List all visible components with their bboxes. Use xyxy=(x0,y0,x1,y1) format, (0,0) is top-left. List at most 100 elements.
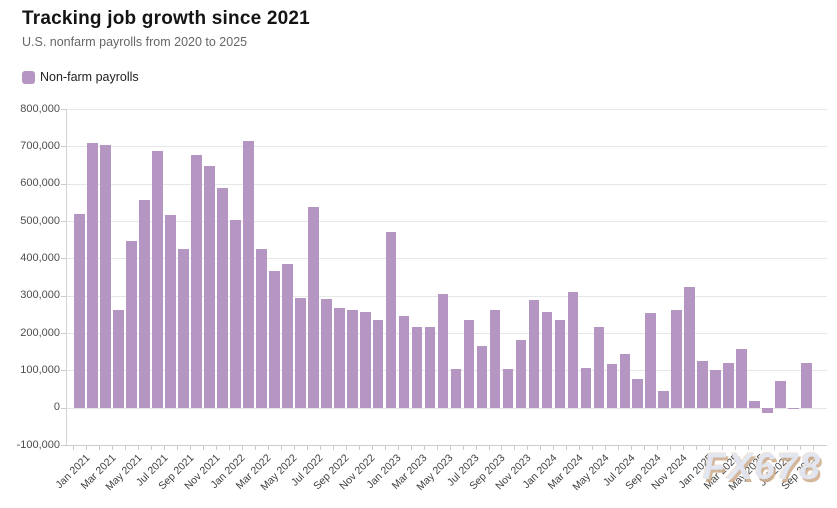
bar-jul-2025[interactable] xyxy=(775,380,786,408)
bar-may-2021[interactable] xyxy=(126,240,137,408)
bar-mar-2024[interactable] xyxy=(567,292,579,408)
bar-mar-2021[interactable] xyxy=(100,144,111,408)
bar-jun-2022[interactable] xyxy=(295,298,306,408)
bar-mar-2022[interactable] xyxy=(256,248,267,408)
x-axis-tick xyxy=(475,446,477,451)
gridline xyxy=(66,109,827,110)
x-axis-tick xyxy=(371,446,373,451)
bar-nov-2024[interactable] xyxy=(671,310,683,408)
x-axis-tick xyxy=(462,446,464,451)
x-axis-tick xyxy=(735,446,737,451)
bar-mar-2023[interactable] xyxy=(411,326,423,408)
bar-apr-2024[interactable] xyxy=(580,367,592,408)
x-axis-tick xyxy=(592,446,594,451)
x-axis-tick xyxy=(501,446,503,451)
bar-sep-2021[interactable] xyxy=(178,249,189,408)
bar-apr-2021[interactable] xyxy=(113,309,124,408)
x-axis-tick xyxy=(709,446,711,451)
bar-dec-2023[interactable] xyxy=(528,299,540,408)
x-axis-tick xyxy=(215,446,217,451)
bar-feb-2021[interactable] xyxy=(87,142,98,408)
bar-feb-2022[interactable] xyxy=(243,141,254,408)
x-axis-tick xyxy=(176,446,178,451)
bar-jan-2022[interactable] xyxy=(230,219,241,408)
x-axis-line xyxy=(66,445,827,447)
y-axis-label: -100,000 xyxy=(16,438,60,451)
bar-aug-2021[interactable] xyxy=(165,214,176,408)
gridline xyxy=(66,146,827,148)
y-axis-label: 700,000 xyxy=(20,139,60,152)
bar-oct-2022[interactable] xyxy=(346,310,358,408)
bar-oct-2021[interactable] xyxy=(191,154,202,408)
bar-dec-2024[interactable] xyxy=(684,287,696,408)
x-axis-tick xyxy=(657,446,659,451)
bar-may-2025[interactable] xyxy=(749,400,760,408)
bar-jun-2024[interactable] xyxy=(606,363,618,408)
x-axis-tick xyxy=(73,446,75,451)
bar-oct-2024[interactable] xyxy=(658,391,670,408)
bar-mar-2025[interactable] xyxy=(723,363,734,408)
x-axis-tick xyxy=(631,446,633,451)
bar-may-2022[interactable] xyxy=(282,264,293,408)
x-axis-tick xyxy=(436,446,438,451)
x-axis-tick xyxy=(125,446,126,451)
bar-oct-2023[interactable] xyxy=(502,368,514,408)
bar-dec-2021[interactable] xyxy=(217,188,228,408)
bar-jul-2023[interactable] xyxy=(463,319,475,408)
x-axis-tick xyxy=(566,446,568,451)
bar-apr-2022[interactable] xyxy=(269,271,280,408)
bar-jul-2021[interactable] xyxy=(152,150,163,408)
bar-dec-2022[interactable] xyxy=(372,319,384,408)
x-axis-tick xyxy=(138,446,139,451)
x-axis-tick xyxy=(670,446,672,451)
bar-jan-2021[interactable] xyxy=(74,213,85,408)
y-axis-label: 300,000 xyxy=(20,289,60,302)
y-axis-tick xyxy=(61,221,66,223)
bar-feb-2025[interactable] xyxy=(710,369,721,408)
legend-item-nonfarm-payrolls[interactable]: Non-farm payrolls xyxy=(22,70,139,84)
bar-jan-2024[interactable] xyxy=(541,312,553,408)
legend-swatch-icon xyxy=(22,70,35,84)
bar-feb-2023[interactable] xyxy=(398,315,410,408)
x-axis-tick xyxy=(397,446,399,451)
bar-sep-2023[interactable] xyxy=(489,309,501,408)
x-axis-tick xyxy=(332,446,334,451)
bar-aug-2023[interactable] xyxy=(476,346,488,408)
bar-nov-2021[interactable] xyxy=(204,166,215,408)
x-axis-tick xyxy=(787,446,788,451)
bar-sep-2024[interactable] xyxy=(645,312,657,408)
bar-jan-2023[interactable] xyxy=(385,231,397,408)
bar-sep-2025[interactable] xyxy=(801,363,812,408)
y-axis-label: 800,000 xyxy=(20,102,60,115)
x-axis-tick xyxy=(514,446,516,451)
bar-nov-2022[interactable] xyxy=(359,312,371,408)
bar-may-2024[interactable] xyxy=(593,327,605,408)
x-axis-tick xyxy=(527,446,529,451)
bar-jun-2023[interactable] xyxy=(450,368,462,408)
bar-aug-2022[interactable] xyxy=(320,298,332,408)
bar-jun-2025[interactable] xyxy=(762,407,773,413)
bar-jun-2021[interactable] xyxy=(139,199,150,408)
x-axis-tick xyxy=(800,446,801,451)
x-axis-tick xyxy=(358,446,360,451)
bar-may-2023[interactable] xyxy=(437,293,449,408)
bar-apr-2023[interactable] xyxy=(424,326,436,408)
x-axis-tick xyxy=(267,446,269,451)
bar-aug-2025[interactable] xyxy=(788,407,799,410)
bar-sep-2022[interactable] xyxy=(333,308,345,408)
bar-apr-2025[interactable] xyxy=(736,348,747,408)
bar-feb-2024[interactable] xyxy=(554,319,566,408)
x-axis-tick xyxy=(319,446,321,451)
x-axis-tick xyxy=(696,446,698,451)
x-axis-tick xyxy=(384,446,386,451)
bar-jan-2025[interactable] xyxy=(697,361,708,408)
bar-jul-2022[interactable] xyxy=(307,207,319,408)
gridline xyxy=(66,407,827,409)
chart-title: Tracking job growth since 2021 xyxy=(22,8,310,29)
bar-jul-2024[interactable] xyxy=(619,354,631,408)
x-axis-tick xyxy=(202,446,204,451)
bar-aug-2024[interactable] xyxy=(632,378,644,408)
bar-nov-2023[interactable] xyxy=(515,339,527,408)
x-axis-tick xyxy=(228,446,230,451)
x-axis-tick xyxy=(189,446,191,451)
